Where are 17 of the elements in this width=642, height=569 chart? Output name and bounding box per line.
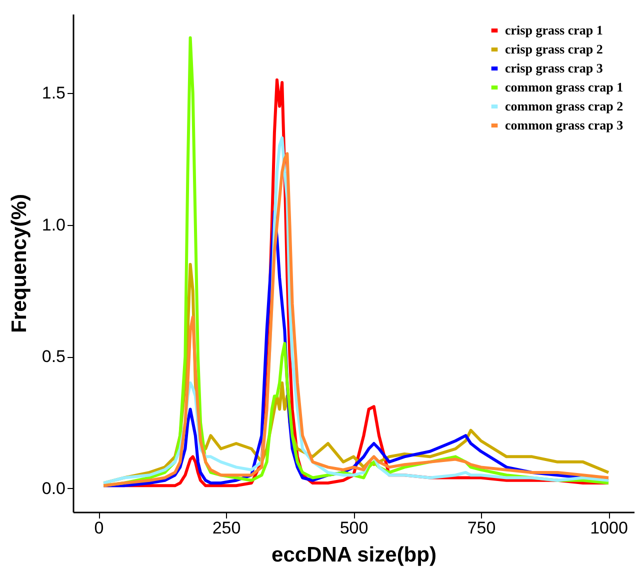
x-axis-title: eccDNA size(bp) [272,544,436,566]
y-tick-label: 1.5 [42,84,66,103]
legend-label: crisp grass crap 3 [505,60,604,76]
x-tick-label: 500 [340,518,368,538]
legend-label: common grass crap 1 [505,80,624,94]
legend-label: crisp grass crap 2 [505,42,603,56]
x-tick-label: 0 [94,518,104,538]
x-tick-label: 250 [212,518,241,538]
legend-label: crisp grass crap 1 [505,22,603,38]
y-tick-label: 0.0 [42,478,66,498]
legend-label: common grass crap 3 [505,118,624,132]
x-tick-label: 1000 [590,518,628,538]
y-tick-label: 0.5 [42,347,66,366]
x-tick-label: 750 [467,518,496,538]
y-tick-label: 1.0 [42,215,66,234]
legend-label: common grass crap 2 [505,98,624,114]
y-axis-title: Frequency(%) [8,194,31,333]
